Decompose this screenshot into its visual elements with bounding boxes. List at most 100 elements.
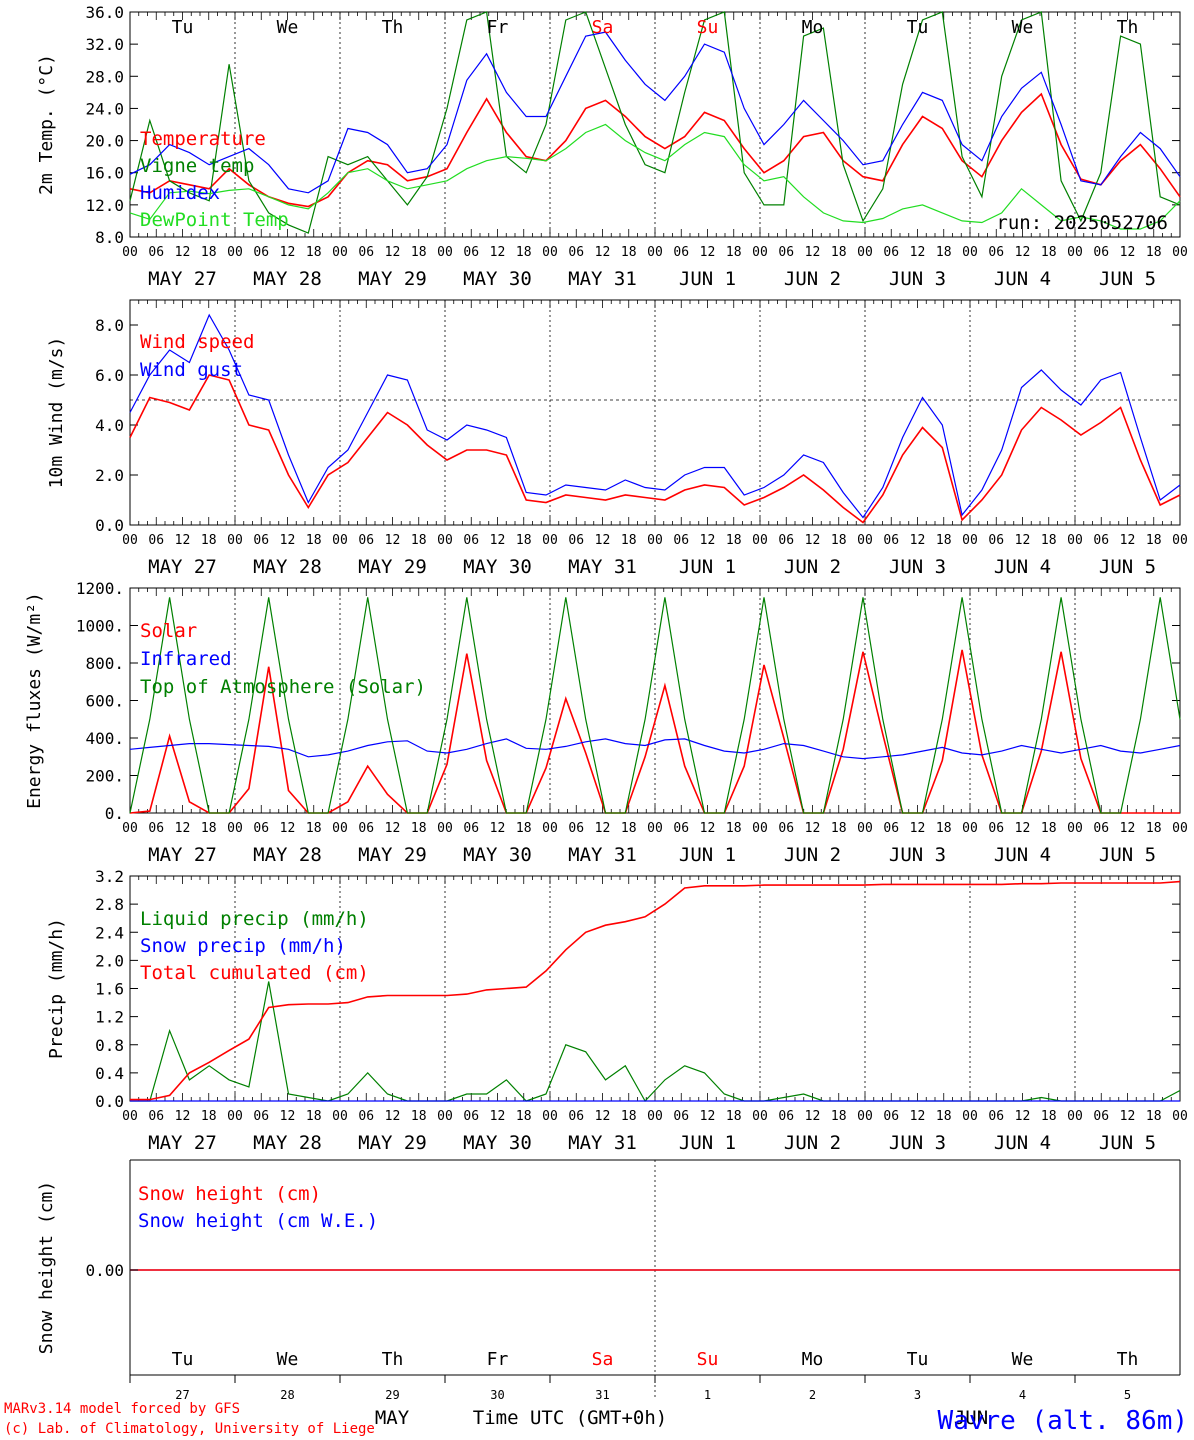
y-tick-label: 2.0	[95, 466, 124, 485]
x-hour-label: 18	[936, 245, 952, 260]
day-of-week-label: We	[1012, 1349, 1034, 1370]
x-hour-label: 12	[175, 821, 191, 836]
day-of-week-label: Th	[382, 1349, 404, 1370]
y-tick-label: 20.0	[85, 132, 124, 151]
lab-credit: (c) Lab. of Climatology, University of L…	[4, 1421, 375, 1437]
x-hour-label: 18	[201, 1109, 217, 1124]
month-label: JUN	[954, 1407, 988, 1429]
x-hour-label: 06	[568, 533, 584, 548]
day-of-week-label: Mo	[802, 1349, 824, 1370]
legend-entry: Wind speed	[140, 331, 254, 353]
day-of-week-label: We	[1012, 17, 1034, 38]
x-hour-label: 00	[647, 821, 663, 836]
x-hour-label: 12	[805, 821, 821, 836]
x-hour-label: 12	[490, 821, 506, 836]
x-hour-label: 12	[910, 821, 926, 836]
y-tick-label: 600.	[85, 692, 124, 711]
y-axis-label: Energy fluxes (W/m²)	[24, 592, 45, 809]
x-hour-label: 06	[253, 245, 269, 260]
x-hour-label: 00	[962, 533, 978, 548]
x-date-label: JUN 1	[679, 556, 736, 578]
x-hour-label: 12	[175, 533, 191, 548]
x-hour-label: 12	[1120, 533, 1136, 548]
x-hour-label: 12	[385, 1109, 401, 1124]
x-date-label: JUN 5	[1099, 1132, 1156, 1154]
x-hour-label: 00	[1172, 821, 1188, 836]
x-hour-label: 12	[385, 821, 401, 836]
x-hour-label: 00	[1067, 821, 1083, 836]
x-date-label: MAY 27	[148, 844, 217, 866]
y-tick-label: 400.	[85, 729, 124, 748]
day-number-label: 30	[490, 1388, 504, 1402]
day-number-label: 2	[809, 1388, 816, 1402]
x-hour-label: 12	[490, 533, 506, 548]
x-hour-label: 12	[280, 245, 296, 260]
x-hour-label: 12	[1015, 245, 1031, 260]
x-hour-label: 18	[621, 1109, 637, 1124]
x-hour-label: 00	[752, 533, 768, 548]
y-tick-label: 4.0	[95, 416, 124, 435]
x-date-label: JUN 1	[679, 1132, 736, 1154]
x-hour-label: 12	[805, 1109, 821, 1124]
day-of-week-label: Tu	[172, 1349, 194, 1370]
x-hour-label: 18	[936, 821, 952, 836]
x-hour-label: 00	[542, 533, 558, 548]
series-line-humidex	[129, 31, 1181, 194]
y-axis-label: Precip (mm/h)	[46, 918, 67, 1059]
x-date-label: JUN 2	[784, 556, 841, 578]
x-hour-label: 12	[595, 1109, 611, 1124]
x-hour-label: 18	[831, 245, 847, 260]
x-hour-label: 18	[516, 821, 532, 836]
x-hour-label: 18	[306, 245, 322, 260]
panel-snow	[129, 1159, 1181, 1400]
x-hour-label: 06	[883, 821, 899, 836]
x-date-label: MAY 28	[253, 844, 322, 866]
x-hour-label: 00	[437, 245, 453, 260]
panel-energy	[129, 587, 1181, 814]
x-hour-label: 06	[1093, 533, 1109, 548]
legend-entry: Temperature	[140, 128, 266, 150]
legend-entry: Snow height (cm)	[138, 1183, 321, 1205]
x-hour-label: 00	[857, 1109, 873, 1124]
legend-entry: Solar	[140, 620, 197, 642]
month-label: MAY	[375, 1407, 410, 1429]
x-hour-label: 00	[1067, 245, 1083, 260]
x-date-label: JUN 5	[1099, 844, 1156, 866]
y-tick-label: 0.0	[95, 516, 124, 535]
x-hour-label: 06	[988, 245, 1004, 260]
x-date-label: JUN 1	[679, 844, 736, 866]
x-hour-label: 00	[1172, 1109, 1188, 1124]
x-hour-label: 00	[1067, 533, 1083, 548]
series-line-top-of-atmosphere-solar-	[129, 597, 1181, 814]
y-tick-label: 2.8	[95, 895, 124, 914]
x-hour-label: 12	[1120, 821, 1136, 836]
x-hour-label: 00	[227, 245, 243, 260]
x-date-label: MAY 28	[253, 556, 322, 578]
x-hour-label: 18	[516, 245, 532, 260]
x-hour-label: 18	[831, 821, 847, 836]
day-number-label: 3	[914, 1388, 921, 1402]
x-hour-label: 06	[778, 821, 794, 836]
day-of-week-label: We	[277, 17, 299, 38]
x-hour-label: 06	[358, 1109, 374, 1124]
y-tick-label: 1000.	[76, 617, 124, 636]
series-line-infrared	[129, 738, 1181, 760]
x-date-label: JUN 4	[994, 844, 1051, 866]
y-axis-label: 2m Temp. (°C)	[36, 54, 57, 195]
x-hour-label: 06	[148, 821, 164, 836]
day-of-week-label: Th	[1117, 17, 1139, 38]
day-number-label: 29	[385, 1388, 399, 1402]
x-hour-label: 12	[910, 533, 926, 548]
x-hour-label: 12	[1120, 245, 1136, 260]
x-hour-label: 18	[1041, 245, 1057, 260]
x-hour-label: 12	[490, 245, 506, 260]
x-date-label: MAY 29	[358, 844, 427, 866]
x-hour-label: 00	[962, 1109, 978, 1124]
x-date-label: JUN 3	[889, 556, 946, 578]
day-number-label: 4	[1019, 1388, 1026, 1402]
x-hour-label: 12	[280, 1109, 296, 1124]
x-hour-label: 06	[253, 533, 269, 548]
x-hour-label: 18	[831, 1109, 847, 1124]
y-tick-label: 1.2	[95, 1008, 124, 1027]
